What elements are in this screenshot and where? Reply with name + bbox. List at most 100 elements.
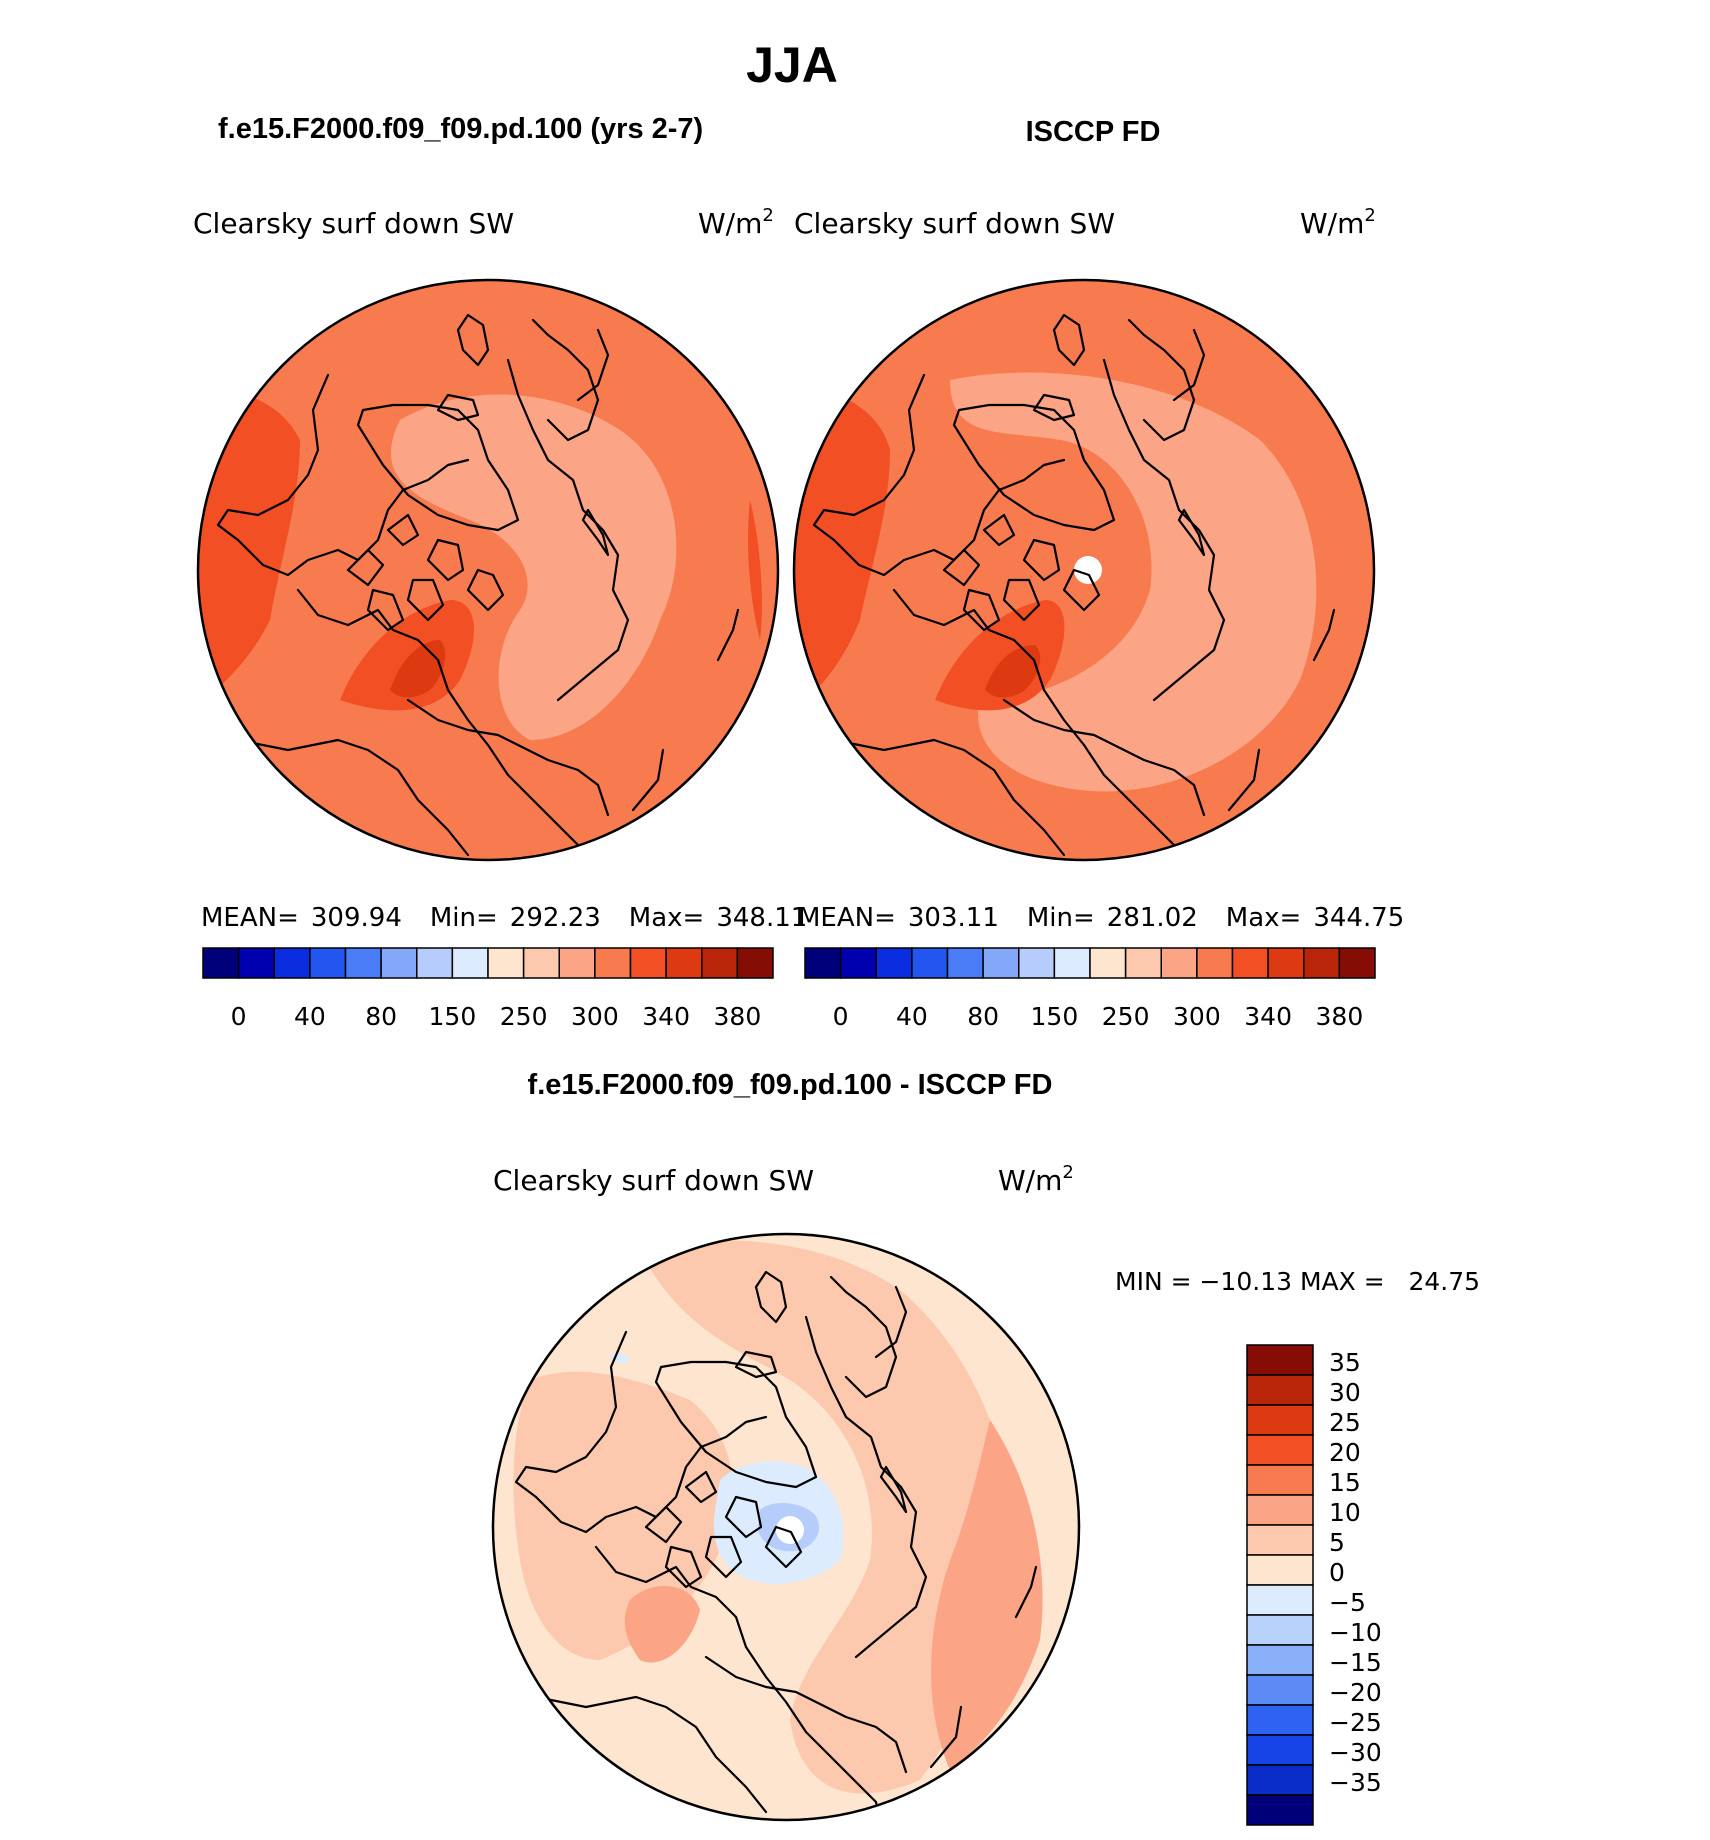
- obs-colorbar-swatch: [911, 947, 949, 979]
- obs-stats: MEAN= 303.11 Min= 281.02 Max= 344.75: [798, 903, 1404, 933]
- diff-colorbar-swatch: [1246, 1644, 1314, 1676]
- diff-colorbar-tick-label: 0: [1329, 1558, 1345, 1587]
- model-variable-label: Clearsky surf down SW: [193, 207, 514, 240]
- obs-colorbar-swatch: [1338, 947, 1376, 979]
- obs-colorbar-tick-label: 250: [1102, 1002, 1150, 1031]
- diff-colorbar-tick-label: −25: [1329, 1708, 1382, 1737]
- obs-colorbar-swatch: [1267, 947, 1305, 979]
- obs-map-border: [792, 278, 1376, 862]
- obs-map: [794, 280, 1374, 860]
- diff-map-neg-coast-south: [540, 1790, 660, 1820]
- model-colorbar-swatch: [522, 947, 560, 979]
- model-map-border: [196, 278, 780, 862]
- model-colorbar-tick-label: 80: [365, 1002, 397, 1031]
- obs-colorbar-swatch: [1053, 947, 1091, 979]
- model-colorbar-swatch: [594, 947, 632, 979]
- model-colorbar-tick-label: 0: [231, 1002, 247, 1031]
- diff-map-polar-gap: [776, 1516, 804, 1544]
- diff-units-label: W/m2: [998, 1162, 1074, 1197]
- diff-map-pos2-greenland: [624, 1586, 700, 1663]
- model-colorbar-swatch: [380, 947, 418, 979]
- obs-colorbar-tick-label: 300: [1173, 1002, 1221, 1031]
- obs-colorbar-tick-label: 150: [1031, 1002, 1079, 1031]
- diff-colorbar-tick-label: 5: [1329, 1528, 1345, 1557]
- diff-colorbar-swatch: [1246, 1764, 1314, 1796]
- diff-units: W/m: [998, 1164, 1062, 1197]
- diff-map-pos-region-ne: [640, 1240, 1010, 1794]
- obs-colorbar-swatch: [1231, 947, 1269, 979]
- model-colorbar-tick-label: 40: [294, 1002, 326, 1031]
- obs-panel-title: ISCCP FD: [1026, 116, 1161, 148]
- obs-colorbar-swatch: [1124, 947, 1162, 979]
- obs-units-label: W/m2: [1300, 205, 1376, 240]
- model-colorbar-swatch: [344, 947, 382, 979]
- obs-colorbar-tick-label: 380: [1316, 1002, 1364, 1031]
- diff-map-pos-region-w: [513, 1371, 733, 1660]
- model-map-greenland-high: [340, 600, 474, 711]
- model-colorbar-tick-label: 380: [714, 1002, 762, 1031]
- model-max-label: Max=: [629, 903, 705, 933]
- model-colorbar-swatch: [701, 947, 739, 979]
- diff-colorbar-swatch: [1246, 1674, 1314, 1706]
- diff-colorbar-swatch: [1246, 1344, 1314, 1376]
- season-title: JJA: [746, 37, 838, 93]
- diff-colorbar-swatch: [1246, 1554, 1314, 1586]
- obs-min-value: 281.02: [1107, 903, 1198, 933]
- model-colorbar-swatch: [558, 947, 596, 979]
- obs-colorbar-swatch: [1196, 947, 1234, 979]
- obs-colorbar-swatch: [1089, 947, 1127, 979]
- obs-colorbar-tick-label: 340: [1244, 1002, 1292, 1031]
- obs-mean-value: 303.11: [908, 903, 999, 933]
- obs-colorbar-swatch: [982, 947, 1020, 979]
- diff-map: [493, 1234, 1079, 1820]
- model-map: [198, 280, 778, 860]
- diff-minmax: MIN = −10.13 MAX = 24.75: [1115, 1267, 1480, 1296]
- diff-units-exp: 2: [1062, 1162, 1073, 1183]
- obs-variable-label: Clearsky surf down SW: [794, 207, 1115, 240]
- diff-colorbar-tick-label: −5: [1329, 1588, 1366, 1617]
- diff-colorbar-tick-label: −10: [1329, 1618, 1382, 1647]
- diff-colorbar-swatch: [1246, 1524, 1314, 1556]
- obs-max-value: 344.75: [1313, 903, 1404, 933]
- model-colorbar-swatch: [736, 947, 774, 979]
- obs-colorbar-tick-label: 0: [833, 1002, 849, 1031]
- model-colorbar-swatch: [273, 947, 311, 979]
- obs-map-greenland-peak: [985, 645, 1041, 698]
- obs-mean-label: MEAN=: [798, 903, 896, 933]
- diff-colorbar-swatch: [1246, 1464, 1314, 1496]
- diff-colorbar-swatch: [1246, 1434, 1314, 1466]
- model-colorbar-tick-label: 340: [642, 1002, 690, 1031]
- model-mean-label: MEAN=: [201, 903, 299, 933]
- model-colorbar-swatch: [237, 947, 275, 979]
- model-colorbar-swatch: [416, 947, 454, 979]
- model-units-label: W/m2: [698, 205, 774, 240]
- diff-map-border: [491, 1232, 1081, 1822]
- model-stats: MEAN= 309.94 Min= 292.23 Max= 348.11: [201, 903, 807, 933]
- diff-colorbar-swatch: [1246, 1734, 1314, 1766]
- diff-colorbar-tick-label: −30: [1329, 1738, 1382, 1767]
- model-colorbar-swatch: [487, 947, 525, 979]
- model-colorbar-swatch: [665, 947, 703, 979]
- obs-map-greenland-high: [935, 600, 1065, 711]
- obs-colorbar-swatch: [875, 947, 913, 979]
- model-min-label: Min=: [430, 903, 498, 933]
- diff-colorbar-tick-label: 15: [1329, 1468, 1361, 1497]
- diff-colorbar-swatch: [1246, 1614, 1314, 1646]
- obs-colorbar-swatch: [804, 947, 842, 979]
- model-colorbar-tick-label: 300: [571, 1002, 619, 1031]
- obs-colorbar-swatch: [946, 947, 984, 979]
- diff-variable-label: Clearsky surf down SW: [493, 1164, 814, 1197]
- diff-colorbar-tick-label: 10: [1329, 1498, 1361, 1527]
- diff-colorbar-tick-label: 30: [1329, 1378, 1361, 1407]
- obs-colorbar-tick-label: 40: [896, 1002, 928, 1031]
- model-colorbar-tick-label: 250: [500, 1002, 548, 1031]
- diff-colorbar-tick-label: 20: [1329, 1438, 1361, 1467]
- diff-colorbar-swatch: [1246, 1494, 1314, 1526]
- obs-units: W/m: [1300, 207, 1364, 240]
- model-colorbar-swatch: [629, 947, 667, 979]
- model-units: W/m: [698, 207, 762, 240]
- diff-colorbar-swatch: [1246, 1584, 1314, 1616]
- obs-colorbar-tick-label: 80: [967, 1002, 999, 1031]
